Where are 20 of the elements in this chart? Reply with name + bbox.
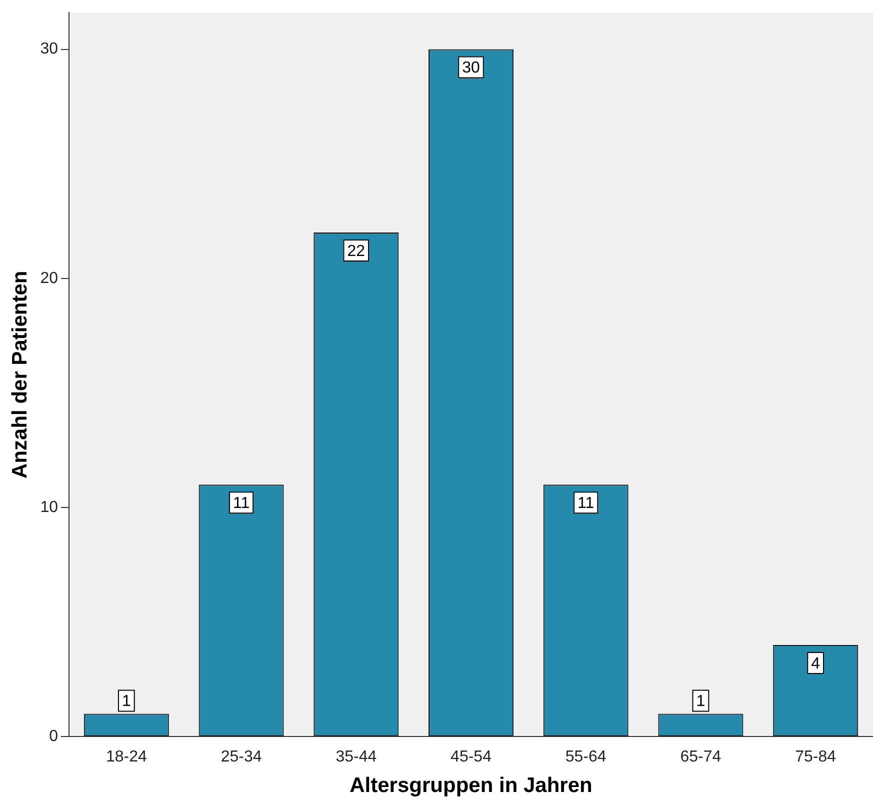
x-tick-label: 45-54 — [450, 748, 492, 766]
data-label: 11 — [232, 494, 250, 512]
x-tick-label: 55-64 — [565, 748, 606, 766]
x-tick-label: 25-34 — [220, 748, 262, 766]
data-label: 1 — [122, 693, 131, 710]
y-tick-label: 30 — [40, 40, 58, 58]
y-tick-label: 10 — [40, 498, 58, 516]
data-label: 22 — [347, 242, 366, 260]
y-tick-label: 20 — [40, 270, 58, 287]
x-tick-label: 18-24 — [106, 748, 147, 766]
x-tick-label: 35-44 — [336, 748, 377, 766]
x-tick-label: 65-74 — [680, 748, 722, 766]
x-axis-title: Altersgruppen in Jahren — [350, 774, 592, 798]
y-axis-title: Anzahl der Patienten — [8, 270, 32, 478]
data-label: 1 — [696, 693, 706, 710]
x-tick-label: 75-84 — [795, 748, 836, 766]
data-label: 30 — [462, 60, 480, 77]
data-label: 11 — [578, 494, 594, 512]
y-tick-label: 0 — [49, 728, 58, 746]
data-label: 4 — [811, 655, 820, 672]
